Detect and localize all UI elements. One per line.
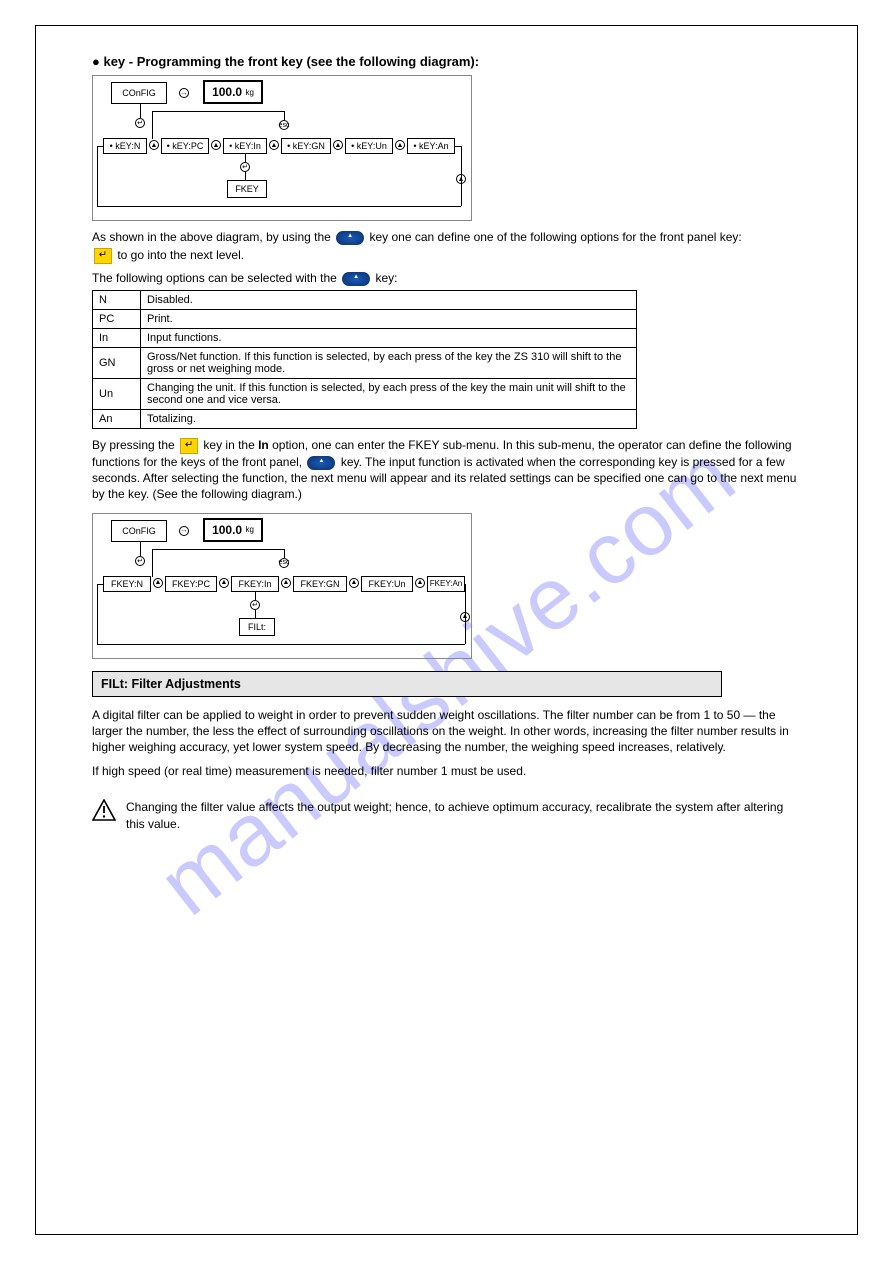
up-arrow-icon: ▲ — [211, 140, 221, 150]
diagram-row-item: FKEY:In — [231, 576, 279, 592]
opt-code: In — [93, 329, 141, 348]
table-row: UnChanging the unit. If this function is… — [93, 379, 637, 410]
paragraph: to go into the next level. — [92, 247, 801, 264]
paragraph: As shown in the above diagram, by using … — [92, 229, 801, 245]
up-key-icon — [342, 272, 370, 286]
diagram-key: COnFIG 100.0 kg → ↵ esc • kEY:N ▲ • kEY:… — [92, 75, 472, 221]
options-table: NDisabled. PCPrint. InInput functions. G… — [92, 290, 637, 429]
diagram-row-item: • kEY:PC — [161, 138, 209, 154]
paragraph: The following options can be selected wi… — [92, 270, 801, 286]
table-row: PCPrint. — [93, 310, 637, 329]
up-arrow-icon: ▲ — [281, 578, 291, 588]
enter-key-icon — [94, 248, 112, 264]
diagram-row-item: FKEY:N — [103, 576, 151, 592]
diagram-connector-icon: ↵ — [250, 600, 260, 610]
diagram-connector-icon: → — [179, 526, 189, 536]
up-arrow-icon: ▲ — [460, 612, 470, 622]
up-arrow-icon: ▲ — [415, 578, 425, 588]
paragraph: A digital filter can be applied to weigh… — [92, 707, 801, 756]
diagram-connector-icon: → — [179, 88, 189, 98]
diagram-row-item: FKEY:GN — [293, 576, 347, 592]
diagram-connector-icon: ↵ — [135, 556, 145, 566]
section-heading-key: ● key - Programming the front key (see t… — [92, 54, 801, 69]
diagram-row-item: FKEY:An — [427, 576, 465, 592]
diagram-row-item: FKEY:Un — [361, 576, 413, 592]
opt-desc: Print. — [141, 310, 637, 329]
diagram-display: 100.0 kg — [203, 518, 263, 542]
diagram-box-config: COnFIG — [111, 520, 167, 542]
warning-block: Changing the filter value affects the ou… — [92, 799, 801, 833]
diagram-connector-icon: esc — [279, 120, 289, 130]
diagram-sub-box: FKEY — [227, 180, 267, 198]
display-value: 100.0 — [212, 85, 242, 99]
up-arrow-icon: ▲ — [153, 578, 163, 588]
up-arrow-icon: ▲ — [149, 140, 159, 150]
up-arrow-icon: ▲ — [349, 578, 359, 588]
opt-code: PC — [93, 310, 141, 329]
up-arrow-icon: ▲ — [456, 174, 466, 184]
diagram-connector-icon: ↵ — [240, 162, 250, 172]
diagram-row-item: • kEY:GN — [281, 138, 331, 154]
diagram-connector-icon: esc — [279, 558, 289, 568]
opt-desc: Gross/Net function. If this function is … — [141, 348, 637, 379]
display-value: 100.0 — [212, 523, 242, 537]
table-row: GNGross/Net function. If this function i… — [93, 348, 637, 379]
up-arrow-icon: ▲ — [395, 140, 405, 150]
opt-desc: Totalizing. — [141, 410, 637, 429]
up-key-icon — [336, 231, 364, 245]
warning-icon — [92, 799, 116, 821]
opt-code: Un — [93, 379, 141, 410]
up-arrow-icon: ▲ — [269, 140, 279, 150]
opt-desc: Input functions. — [141, 329, 637, 348]
opt-code: GN — [93, 348, 141, 379]
table-row: NDisabled. — [93, 291, 637, 310]
display-unit: kg — [245, 88, 253, 97]
diagram-connector-icon: ↵ — [135, 118, 145, 128]
opt-desc: Changing the unit. If this function is s… — [141, 379, 637, 410]
opt-desc: Disabled. — [141, 291, 637, 310]
diagram-row-item: FKEY:PC — [165, 576, 217, 592]
diagram-row-item: • kEY:N — [103, 138, 147, 154]
diagram-display: 100.0 kg — [203, 80, 263, 104]
paragraph: By pressing the key in the In option, on… — [92, 437, 801, 502]
warning-text: Changing the filter value affects the ou… — [126, 799, 801, 831]
enter-key-icon — [180, 438, 198, 454]
diagram-row-item: • kEY:In — [223, 138, 267, 154]
table-row: AnTotalizing. — [93, 410, 637, 429]
up-key-icon — [307, 456, 335, 470]
paragraph: If high speed (or real time) measurement… — [92, 763, 801, 779]
diagram-row-item: • kEY:Un — [345, 138, 393, 154]
opt-code: An — [93, 410, 141, 429]
up-arrow-icon: ▲ — [219, 578, 229, 588]
diagram-fkey: COnFIG 100.0 kg → ↵ esc FKEY:N ▲ FKEY:PC… — [92, 513, 472, 659]
opt-code: N — [93, 291, 141, 310]
display-unit: kg — [245, 525, 253, 534]
diagram-box-config: COnFIG — [111, 82, 167, 104]
table-row: InInput functions. — [93, 329, 637, 348]
diagram-row-item: • kEY:An — [407, 138, 455, 154]
section-heading-filt: FILt: Filter Adjustments — [92, 671, 722, 697]
up-arrow-icon: ▲ — [333, 140, 343, 150]
diagram-sub-box: FILt: — [239, 618, 275, 636]
